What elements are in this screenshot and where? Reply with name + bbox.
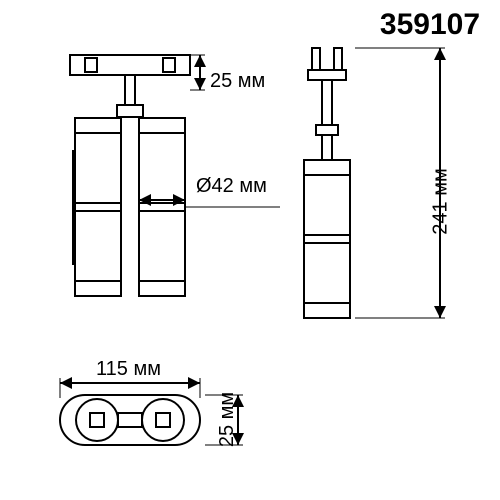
bottom-view bbox=[60, 395, 200, 445]
dim-total-height: 241 мм bbox=[430, 168, 453, 234]
dim-base-width: 115 мм bbox=[96, 358, 161, 381]
front-cylinder-left bbox=[73, 118, 121, 296]
dim-connector-height: 25 мм bbox=[210, 70, 265, 93]
side-view bbox=[304, 48, 350, 318]
dim-diameter: Ø42 мм bbox=[196, 175, 267, 198]
front-cylinder-right bbox=[139, 118, 185, 296]
dim-base-depth: 25 мм bbox=[216, 392, 239, 447]
product-code: 359107 bbox=[380, 8, 480, 42]
